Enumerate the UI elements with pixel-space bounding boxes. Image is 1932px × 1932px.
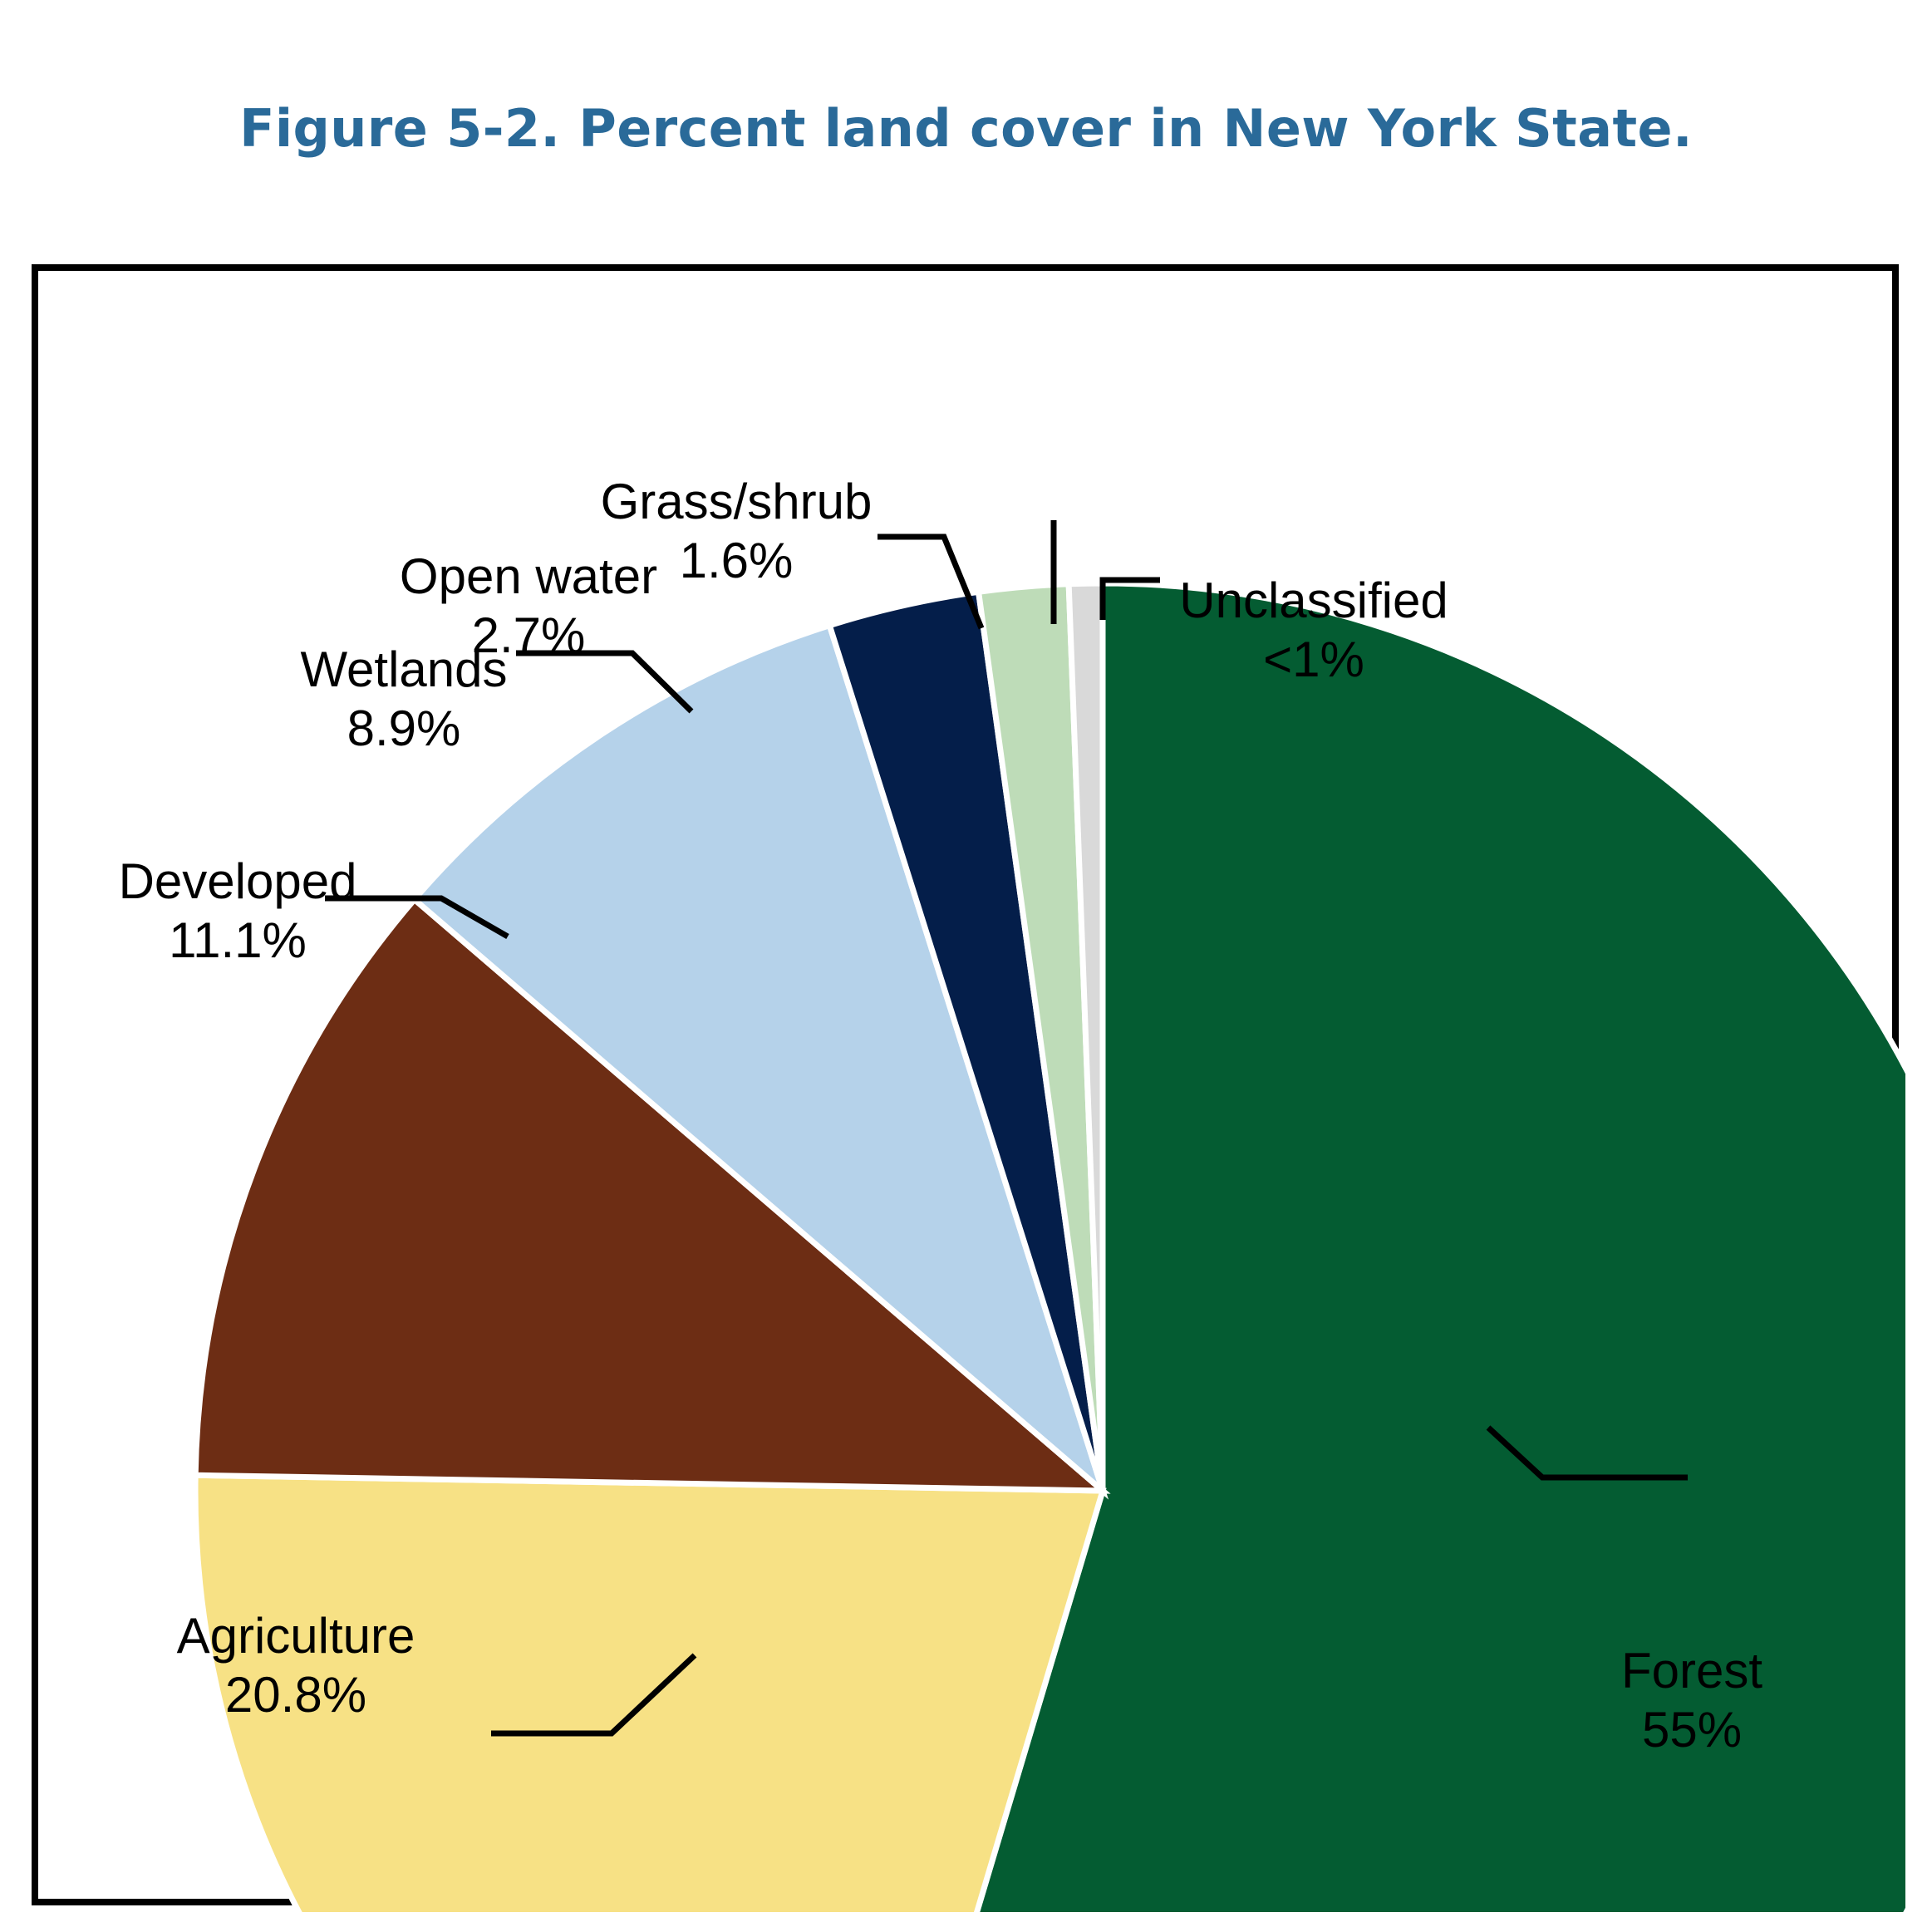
- pie-slice-developed: [192, 895, 1111, 1494]
- pie-label-grass-shrub-value: 1.6%: [679, 532, 794, 588]
- pie-label-grass-shrub-name: Grass/shrub: [600, 474, 873, 529]
- pie-label-forest-name: Forest: [1620, 1643, 1763, 1698]
- leader-line-unclassified: [1099, 577, 1160, 620]
- leader-line-forest: [1486, 1425, 1688, 1481]
- pie-label-open-water: Open water 2.7%: [296, 548, 761, 666]
- leader-line-developed: [325, 895, 509, 940]
- pie-label-wetlands-value: 8.9%: [347, 700, 461, 756]
- leader-line-agriculture: [491, 1653, 697, 1737]
- chart-frame: Grass/shrub 1.6% Open water 2.7% Unclass…: [32, 264, 1905, 1912]
- pie-slice-group: [192, 580, 1905, 1912]
- pie-slice-forest: [973, 580, 1905, 1912]
- page-title: Figure 5-2. Percent land cover in New Yo…: [239, 98, 1693, 159]
- pie-label-open-water-value: 2.7%: [471, 607, 586, 663]
- pie-chart: [192, 520, 1905, 1912]
- leader-line-group: [325, 520, 1688, 1737]
- leader-line-openwater: [878, 533, 985, 630]
- pie-slice-agriculture: [192, 1472, 1107, 1912]
- pie-label-unclassified: Unclassified <1%: [1081, 572, 1546, 690]
- pie-label-agriculture: Agriculture 20.8%: [63, 1607, 528, 1725]
- pie-label-developed-name: Developed: [118, 853, 357, 909]
- pie-label-grass-shrub: Grass/shrub 1.6%: [504, 473, 969, 591]
- pie-label-developed-value: 11.1%: [169, 912, 307, 968]
- pie-label-wetlands: Wetlands 8.9%: [171, 641, 637, 759]
- pie-label-developed: Developed 11.1%: [5, 853, 470, 971]
- pie-label-wetlands-name: Wetlands: [300, 642, 508, 697]
- pie-label-agriculture-value: 20.8%: [224, 1666, 367, 1723]
- pie-label-open-water-name: Open water: [399, 548, 658, 604]
- pie-label-agriculture-name: Agriculture: [176, 1608, 415, 1664]
- pie-label-unclassified-name: Unclassified: [1179, 573, 1448, 628]
- pie-slice-wetlands: [410, 622, 1109, 1500]
- pie-label-forest-value: 55%: [1641, 1701, 1743, 1757]
- pie-label-forest: Forest 55%: [1476, 1642, 1908, 1760]
- leader-line-wetlands: [516, 650, 694, 714]
- pie-label-unclassified-value: <1%: [1263, 631, 1364, 687]
